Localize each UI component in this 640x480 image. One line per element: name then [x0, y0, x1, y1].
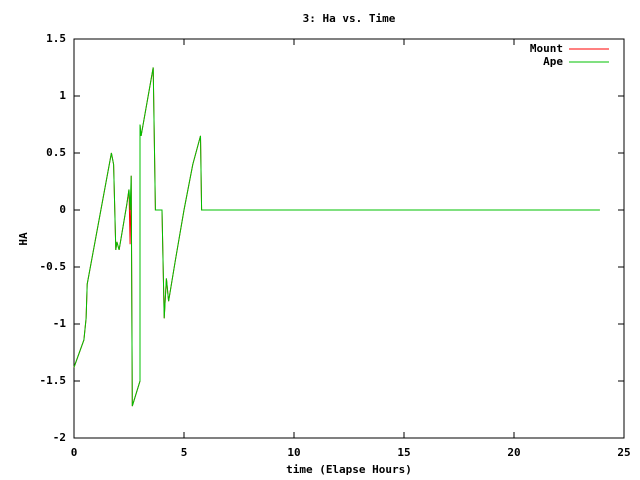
y-tick-label: -0.5 [40, 260, 67, 273]
y-tick-label: -1.5 [40, 374, 67, 387]
y-tick-label: 0 [59, 203, 66, 216]
y-tick-label: 1 [59, 89, 66, 102]
y-tick-label: 1.5 [46, 32, 66, 45]
legend-label: Mount [530, 42, 563, 55]
y-axis-label: HA [17, 232, 30, 246]
x-tick-label: 5 [181, 446, 188, 459]
legend-label: Ape [543, 55, 563, 68]
x-axis-label: time (Elapse Hours) [286, 463, 412, 476]
series-line [73, 67, 600, 407]
x-tick-label: 15 [397, 446, 410, 459]
chart-title: 3: Ha vs. Time [303, 12, 396, 25]
x-tick-label: 25 [617, 446, 630, 459]
plot-frame [73, 38, 625, 439]
y-tick-label: 0.5 [46, 146, 66, 159]
series-line [73, 67, 600, 407]
x-tick-label: 10 [287, 446, 300, 459]
y-tick-label: -2 [53, 431, 66, 444]
x-tick-label: 0 [71, 446, 78, 459]
y-tick-label: -1 [53, 317, 67, 330]
x-tick-label: 20 [507, 446, 520, 459]
